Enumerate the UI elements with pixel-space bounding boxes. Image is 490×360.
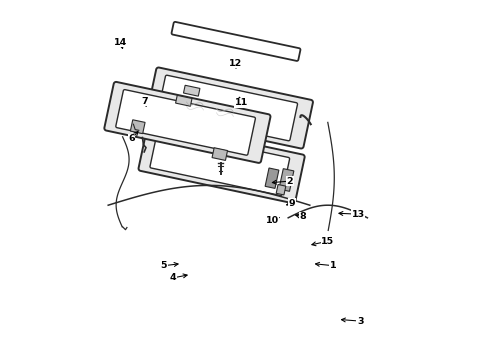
Polygon shape — [139, 122, 305, 203]
Text: 10: 10 — [266, 216, 278, 225]
Text: 2: 2 — [287, 177, 294, 186]
Polygon shape — [130, 120, 145, 134]
Text: 9: 9 — [289, 199, 295, 208]
Text: 13: 13 — [352, 210, 365, 219]
Polygon shape — [158, 75, 297, 141]
Polygon shape — [150, 130, 290, 195]
Polygon shape — [276, 184, 286, 195]
Polygon shape — [279, 169, 294, 191]
Text: 3: 3 — [357, 317, 364, 325]
Text: 8: 8 — [299, 212, 306, 221]
Polygon shape — [104, 82, 270, 163]
Polygon shape — [172, 22, 300, 61]
Text: 1: 1 — [330, 261, 337, 270]
Text: 15: 15 — [321, 237, 334, 246]
Text: 12: 12 — [229, 58, 243, 68]
Text: 11: 11 — [235, 98, 248, 107]
Text: 14: 14 — [114, 38, 127, 47]
Text: 5: 5 — [161, 261, 167, 270]
Polygon shape — [175, 95, 192, 106]
Text: 7: 7 — [141, 97, 147, 106]
Polygon shape — [183, 85, 200, 96]
Polygon shape — [147, 68, 313, 148]
Polygon shape — [116, 90, 255, 155]
Text: 6: 6 — [128, 134, 135, 143]
Polygon shape — [265, 168, 279, 188]
Text: 4: 4 — [170, 274, 176, 282]
Polygon shape — [212, 148, 227, 161]
